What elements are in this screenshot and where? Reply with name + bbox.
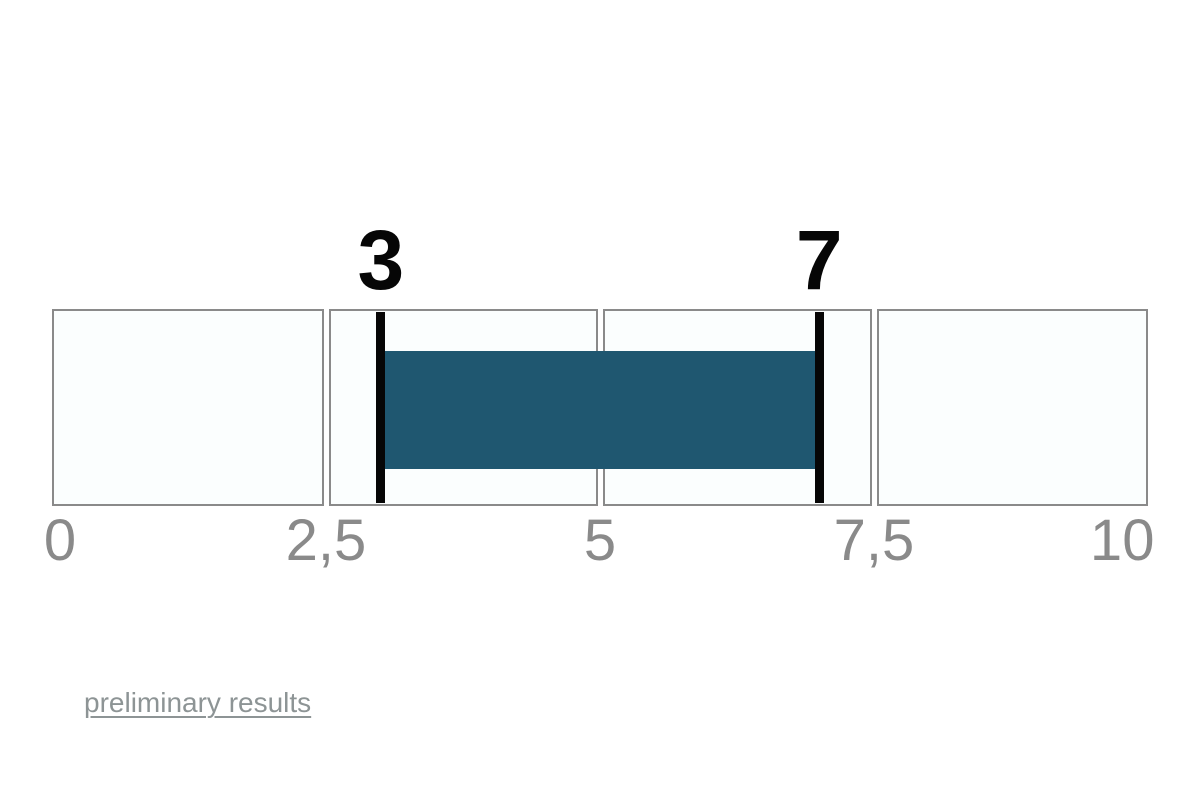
range-min-marker bbox=[376, 312, 386, 503]
preliminary-results-link[interactable]: preliminary results bbox=[84, 687, 312, 718]
axis-tick-label: 2,5 bbox=[285, 508, 367, 573]
range-max-label: 7 bbox=[795, 213, 843, 307]
axis-segment bbox=[876, 309, 1148, 506]
axis-tick-label: 5 bbox=[583, 508, 617, 573]
axis-segment bbox=[52, 309, 324, 506]
selected-range-bar bbox=[385, 351, 815, 469]
axis-tick-label: 10 bbox=[1089, 508, 1155, 573]
axis-tick-label: 7,5 bbox=[833, 508, 915, 573]
axis-tick-label: 0 bbox=[43, 508, 77, 573]
range-min-label: 3 bbox=[357, 213, 405, 307]
range-max-marker bbox=[814, 312, 824, 503]
